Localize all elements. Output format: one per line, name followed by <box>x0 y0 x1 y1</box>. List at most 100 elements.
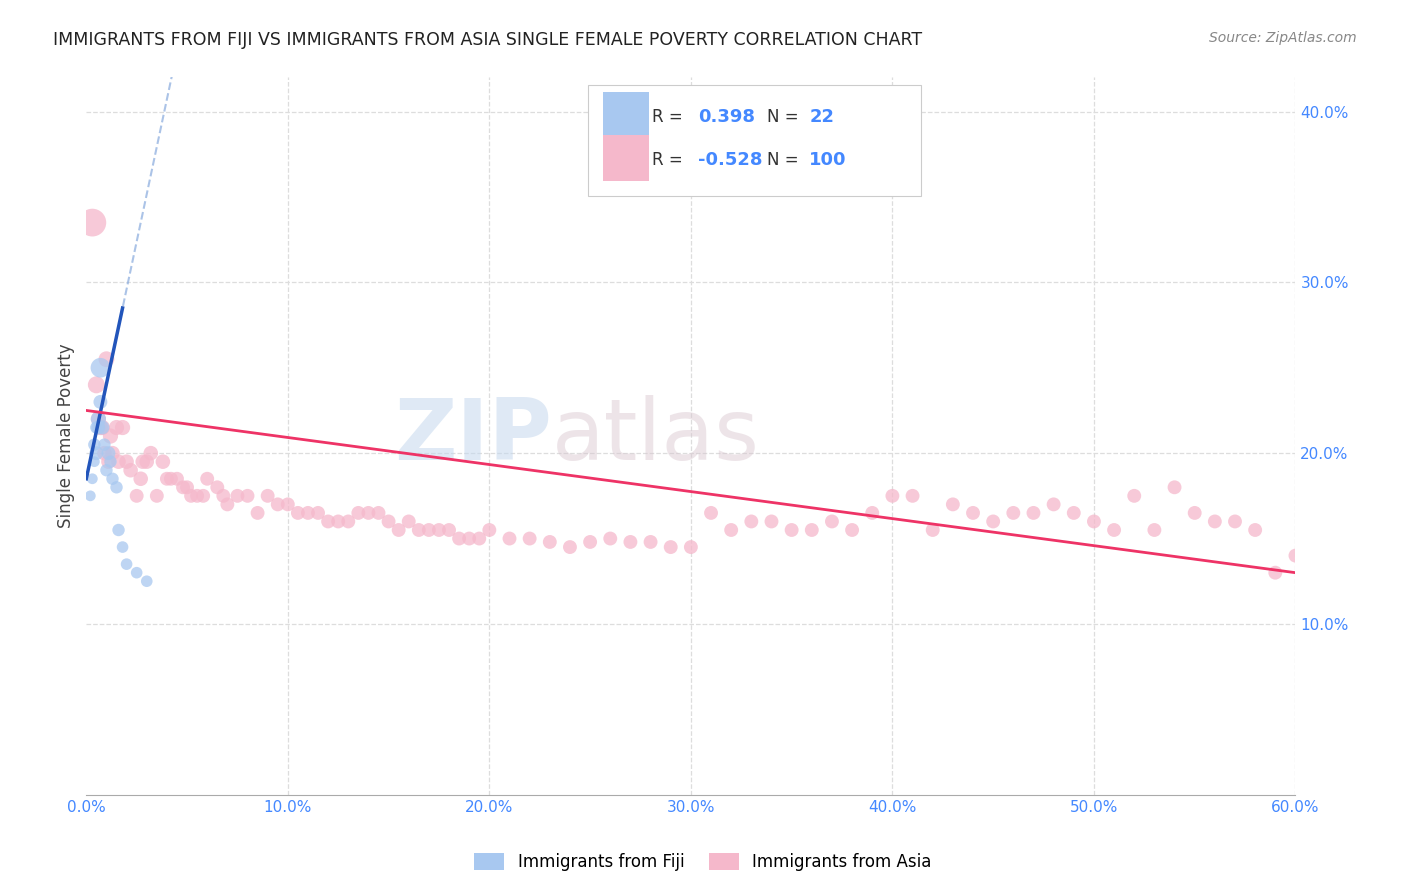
Point <box>640 535 662 549</box>
Point <box>860 506 883 520</box>
Point <box>96 352 118 367</box>
Point <box>166 472 188 486</box>
Point <box>107 523 129 537</box>
Point <box>83 437 105 451</box>
Point <box>619 535 641 549</box>
Point <box>700 506 723 520</box>
Point <box>89 360 111 375</box>
Point <box>418 523 440 537</box>
Text: Source: ZipAtlas.com: Source: ZipAtlas.com <box>1209 31 1357 45</box>
Point <box>100 455 122 469</box>
Point <box>921 523 943 537</box>
Point <box>132 455 155 469</box>
Point <box>981 515 1004 529</box>
Point <box>1204 515 1226 529</box>
Point <box>316 515 339 529</box>
Point <box>135 574 157 589</box>
Point <box>180 489 202 503</box>
Point <box>328 515 350 529</box>
Point <box>1022 506 1045 520</box>
Point <box>1244 523 1267 537</box>
Point <box>186 489 208 503</box>
Point <box>599 532 621 546</box>
Point <box>160 472 183 486</box>
Point <box>100 429 122 443</box>
Point <box>277 497 299 511</box>
Point <box>105 420 128 434</box>
Point <box>1223 515 1246 529</box>
Point <box>1184 506 1206 520</box>
Point <box>538 535 561 549</box>
Point <box>97 446 120 460</box>
Point <box>579 535 602 549</box>
Point <box>962 506 984 520</box>
Legend: Immigrants from Fiji, Immigrants from Asia: Immigrants from Fiji, Immigrants from As… <box>465 845 941 880</box>
Point <box>212 489 235 503</box>
Point <box>347 506 370 520</box>
Point <box>87 420 110 434</box>
Point <box>337 515 360 529</box>
Point <box>267 497 290 511</box>
Point <box>91 420 114 434</box>
Point <box>780 523 803 537</box>
Point <box>478 523 501 537</box>
Text: atlas: atlas <box>551 394 759 477</box>
Text: R =: R = <box>652 151 688 169</box>
Text: N =: N = <box>768 151 804 169</box>
Point <box>468 532 491 546</box>
Point <box>176 480 198 494</box>
Point <box>246 506 269 520</box>
Point <box>125 566 148 580</box>
Point <box>740 515 762 529</box>
Point <box>86 377 108 392</box>
Point <box>89 395 111 409</box>
Point <box>93 446 115 460</box>
Point <box>86 420 108 434</box>
Point <box>307 506 329 520</box>
Point <box>1002 506 1025 520</box>
Point <box>96 463 118 477</box>
Point <box>101 446 124 460</box>
Point <box>841 523 863 537</box>
Point <box>152 455 174 469</box>
Point <box>720 523 742 537</box>
Point <box>115 557 138 571</box>
Point <box>87 412 110 426</box>
Point <box>107 455 129 469</box>
Point <box>1143 523 1166 537</box>
Point <box>256 489 278 503</box>
Point <box>1063 506 1085 520</box>
Point <box>367 506 389 520</box>
Point <box>1102 523 1125 537</box>
FancyBboxPatch shape <box>603 135 648 181</box>
Point <box>139 446 162 460</box>
Point <box>195 472 218 486</box>
Point <box>449 532 471 546</box>
Point <box>679 540 702 554</box>
Point <box>217 497 239 511</box>
Point <box>120 463 142 477</box>
Point <box>93 437 115 451</box>
Point <box>458 532 481 546</box>
Point <box>800 523 823 537</box>
Point <box>82 472 104 486</box>
Point <box>942 497 965 511</box>
Point <box>82 216 104 230</box>
Point <box>86 446 108 460</box>
Point <box>297 506 319 520</box>
Y-axis label: Single Female Poverty: Single Female Poverty <box>58 343 75 528</box>
Point <box>761 515 783 529</box>
Point <box>498 532 520 546</box>
Text: 0.398: 0.398 <box>699 108 755 126</box>
Point <box>901 489 924 503</box>
Point <box>111 420 134 434</box>
Point <box>101 472 124 486</box>
Text: 22: 22 <box>810 108 834 126</box>
Point <box>156 472 179 486</box>
Text: IMMIGRANTS FROM FIJI VS IMMIGRANTS FROM ASIA SINGLE FEMALE POVERTY CORRELATION C: IMMIGRANTS FROM FIJI VS IMMIGRANTS FROM … <box>53 31 922 49</box>
Point <box>97 455 120 469</box>
Point <box>193 489 215 503</box>
Point <box>882 489 904 503</box>
Point <box>427 523 450 537</box>
Point <box>129 472 152 486</box>
